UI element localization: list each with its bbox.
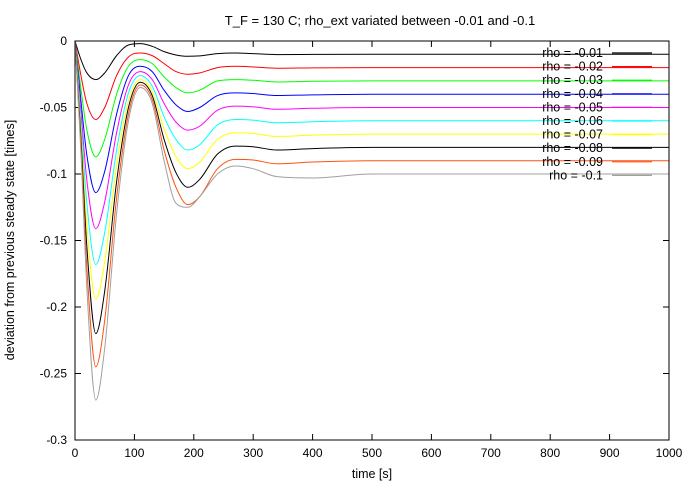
plot-frame xyxy=(74,40,670,441)
legend-label-10: rho = -0.1 xyxy=(549,168,603,182)
x-tick-label: 400 xyxy=(303,446,323,460)
legend-label-3: rho = -0.03 xyxy=(542,73,603,87)
legend-label-6: rho = -0.06 xyxy=(542,114,603,128)
x-tick-label: 100 xyxy=(124,446,144,460)
series-line-9 xyxy=(74,40,669,368)
y-tick-label: -0.1 xyxy=(46,167,67,181)
x-tick-label: 500 xyxy=(362,446,382,460)
legend-label-1: rho = -0.01 xyxy=(542,46,603,60)
x-tick-label: 600 xyxy=(421,446,441,460)
chart-title: T_F = 130 C; rho_ext variated between -0… xyxy=(225,13,535,28)
y-tick-label: -0.05 xyxy=(40,101,68,115)
series-line-8 xyxy=(74,40,669,335)
series-line-6 xyxy=(74,40,669,265)
x-tick-label: 1000 xyxy=(656,446,683,460)
x-tick-label: 800 xyxy=(540,446,560,460)
y-tick-label: -0.15 xyxy=(40,234,68,248)
legend-label-5: rho = -0.05 xyxy=(542,100,603,114)
x-tick-label: 200 xyxy=(184,446,204,460)
legend-label-7: rho = -0.07 xyxy=(542,128,603,142)
series-line-4 xyxy=(74,40,669,194)
series-line-5 xyxy=(74,40,669,230)
x-tick-label: 0 xyxy=(72,446,79,460)
y-tick-label: -0.25 xyxy=(40,367,68,381)
x-tick-label: 700 xyxy=(481,446,501,460)
x-tick-label: 900 xyxy=(600,446,620,460)
series-line-2 xyxy=(74,40,669,120)
y-tick-label: 0 xyxy=(60,34,67,48)
series-line-3 xyxy=(74,40,669,158)
legend-label-2: rho = -0.02 xyxy=(542,60,603,74)
series-line-1 xyxy=(74,40,669,81)
y-tick-label: -0.3 xyxy=(46,433,67,447)
series-lines xyxy=(74,40,669,401)
y-tick-label: -0.2 xyxy=(46,300,67,314)
legend-label-9: rho = -0.09 xyxy=(542,155,603,169)
series-line-10 xyxy=(74,40,669,401)
x-tick-label: 300 xyxy=(243,446,263,460)
x-axis-label: time [s] xyxy=(352,467,392,481)
legend-label-8: rho = -0.08 xyxy=(542,141,603,155)
axis-ticks: 0 100 200 300 400 500 600 700 800 900 1000 0 -0.05 -0… xyxy=(40,34,683,460)
legend-label-4: rho = -0.04 xyxy=(542,87,603,101)
y-axis-label: deviation from previous steady state [ti… xyxy=(3,120,17,360)
series-line-7 xyxy=(74,40,669,300)
